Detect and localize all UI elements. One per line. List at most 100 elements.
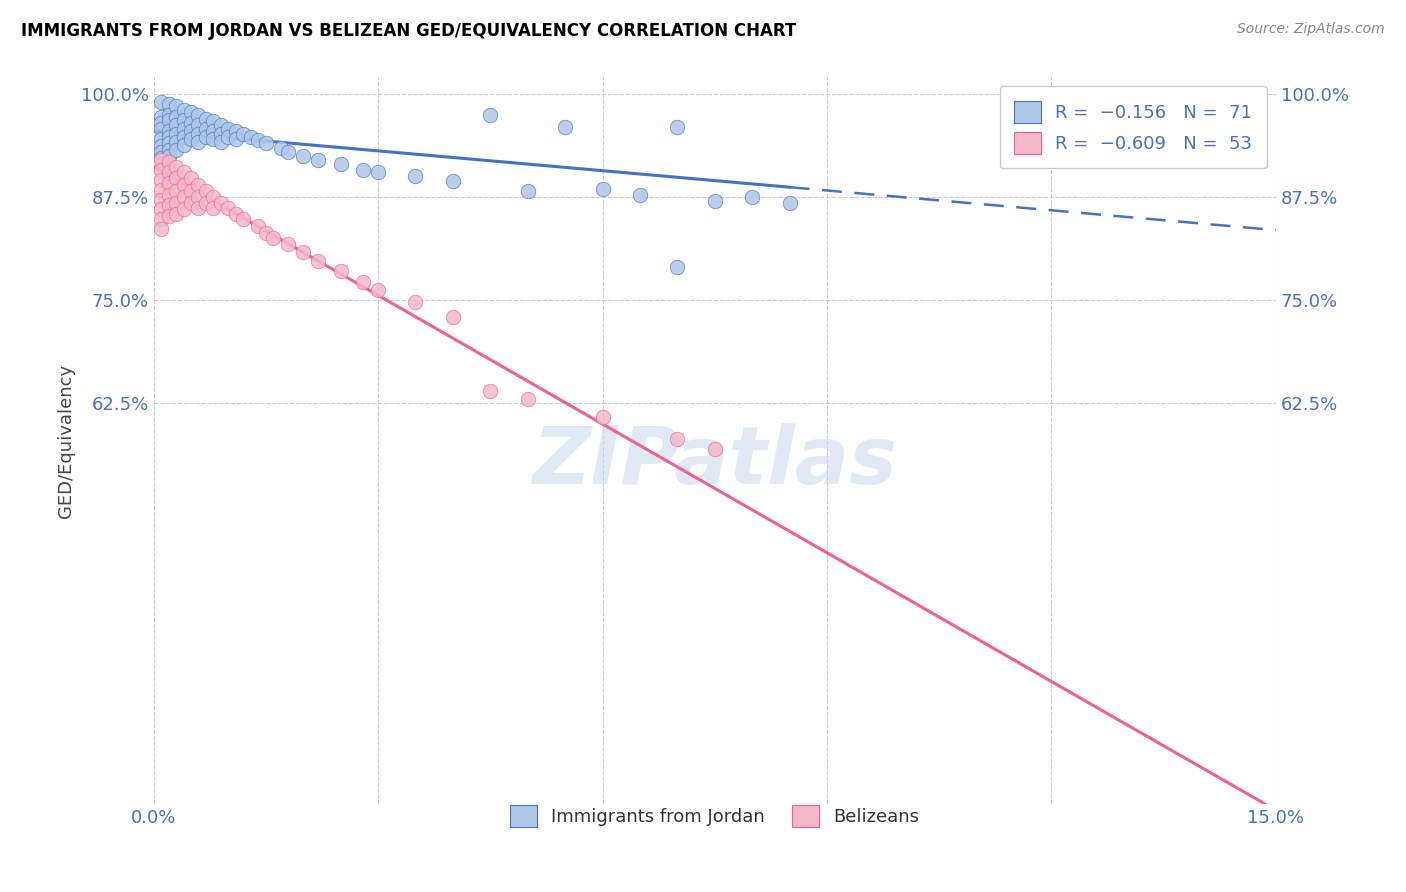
Point xyxy=(225,206,247,220)
Point xyxy=(194,112,217,126)
Point xyxy=(329,157,352,171)
Point xyxy=(173,113,195,128)
Point xyxy=(554,120,576,134)
Point xyxy=(352,162,374,177)
Point xyxy=(217,129,239,144)
Point xyxy=(150,162,173,177)
Point xyxy=(741,190,763,204)
Point xyxy=(165,195,187,210)
Point xyxy=(165,206,187,220)
Point xyxy=(173,165,195,179)
Point xyxy=(187,107,209,121)
Point xyxy=(165,135,187,149)
Point xyxy=(157,124,180,138)
Point xyxy=(292,245,315,260)
Point xyxy=(202,201,225,215)
Point xyxy=(165,171,187,186)
Point xyxy=(202,114,225,128)
Point xyxy=(157,129,180,144)
Point xyxy=(405,294,427,309)
Point xyxy=(173,121,195,136)
Legend: Immigrants from Jordan, Belizeans: Immigrants from Jordan, Belizeans xyxy=(502,798,927,835)
Point xyxy=(239,129,262,144)
Point xyxy=(441,173,464,187)
Point xyxy=(150,116,173,130)
Point xyxy=(157,136,180,151)
Point xyxy=(441,310,464,324)
Text: Source: ZipAtlas.com: Source: ZipAtlas.com xyxy=(1237,22,1385,37)
Point xyxy=(307,253,329,268)
Point xyxy=(703,442,725,456)
Point xyxy=(187,127,209,141)
Point xyxy=(194,195,217,210)
Point xyxy=(173,202,195,217)
Point xyxy=(516,184,538,198)
Point xyxy=(202,190,225,204)
Text: IMMIGRANTS FROM JORDAN VS BELIZEAN GED/EQUIVALENCY CORRELATION CHART: IMMIGRANTS FROM JORDAN VS BELIZEAN GED/E… xyxy=(21,22,796,40)
Point xyxy=(779,195,801,210)
Point xyxy=(157,165,180,179)
Point xyxy=(173,190,195,204)
Point xyxy=(173,103,195,118)
Point xyxy=(352,275,374,289)
Point xyxy=(225,132,247,146)
Point xyxy=(479,107,502,121)
Point xyxy=(329,264,352,278)
Point xyxy=(157,107,180,121)
Point xyxy=(157,209,180,223)
Point xyxy=(187,201,209,215)
Point xyxy=(150,173,173,187)
Point xyxy=(150,110,173,124)
Point xyxy=(194,121,217,136)
Point xyxy=(180,105,202,120)
Point xyxy=(202,124,225,138)
Point xyxy=(703,194,725,209)
Point xyxy=(165,184,187,198)
Point xyxy=(254,226,277,240)
Point xyxy=(150,222,173,236)
Point xyxy=(209,118,232,132)
Point xyxy=(254,136,277,151)
Point xyxy=(209,135,232,149)
Point xyxy=(209,127,232,141)
Point xyxy=(180,184,202,198)
Point xyxy=(277,145,299,159)
Point xyxy=(150,145,173,159)
Point xyxy=(666,432,689,446)
Point xyxy=(247,219,270,233)
Point xyxy=(666,120,689,134)
Point xyxy=(247,133,270,147)
Point xyxy=(150,153,173,167)
Point xyxy=(173,129,195,144)
Point xyxy=(307,153,329,167)
Point xyxy=(157,143,180,157)
Point xyxy=(150,139,173,153)
Point xyxy=(277,237,299,252)
Point xyxy=(157,176,180,190)
Point xyxy=(165,99,187,113)
Point xyxy=(367,284,389,298)
Point xyxy=(150,95,173,110)
Point xyxy=(592,182,614,196)
Point xyxy=(232,212,254,227)
Point xyxy=(209,195,232,210)
Point xyxy=(150,183,173,197)
Point xyxy=(150,202,173,217)
Point xyxy=(202,132,225,146)
Point xyxy=(262,231,284,245)
Point xyxy=(270,140,292,154)
Point xyxy=(157,113,180,128)
Point xyxy=(150,193,173,207)
Point xyxy=(165,143,187,157)
Point xyxy=(232,127,254,141)
Point xyxy=(150,151,173,165)
Point xyxy=(666,260,689,275)
Point xyxy=(187,178,209,192)
Point xyxy=(367,165,389,179)
Point xyxy=(150,121,173,136)
Point xyxy=(180,195,202,210)
Point xyxy=(225,124,247,138)
Point xyxy=(217,201,239,215)
Point xyxy=(180,171,202,186)
Point xyxy=(592,410,614,425)
